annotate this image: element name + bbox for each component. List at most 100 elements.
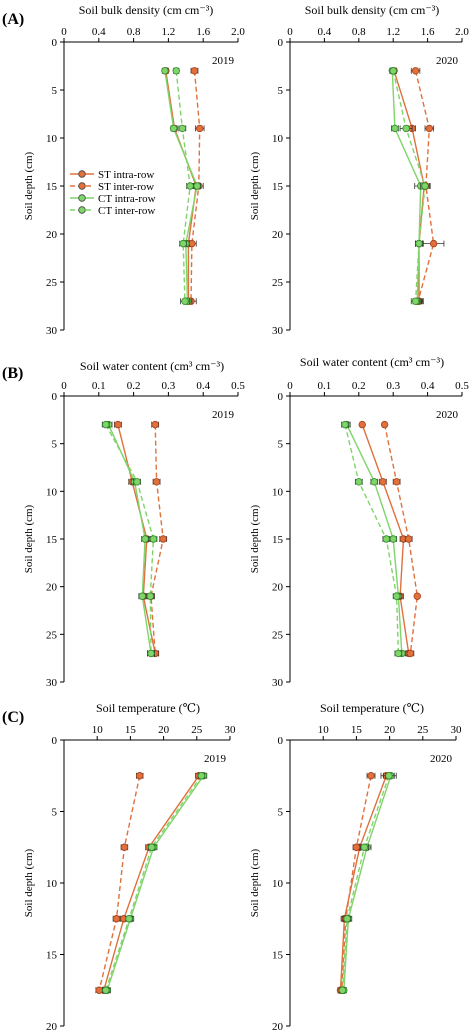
chart-B2019: (B) Soil water content (cm³ cm⁻³) 0 0.1 0.2 0… [2,359,245,689]
data-point [404,535,413,543]
y-tick-label: 25 [46,277,58,289]
y-tick-label: 10 [272,133,284,145]
data-point [152,478,161,486]
data-point [380,420,389,429]
data-point [161,67,169,75]
y-axis-label: Soil depth (cm) [23,504,35,573]
year-label: 2019 [204,753,227,765]
panel-label: (A) [2,11,24,28]
data-point [343,915,351,923]
series-line-st-intra-row [103,775,200,991]
data-point [389,67,397,75]
data-point [429,239,438,248]
data-point [133,478,141,486]
y-tick-label: 25 [272,629,284,641]
chart-title: Soil water content (cm³ cm⁻³) [80,359,224,373]
y-axis-label: Soil depth (cm) [249,848,261,917]
x-tick-label: 0 [287,26,293,38]
x-tick-label: 1.6 [421,26,435,38]
x-tick-label: 10 [318,724,330,736]
data-point [415,239,423,248]
x-tick-label: 0.8 [127,26,141,38]
y-tick-label: 0 [278,37,284,49]
x-tick-label: 0.1 [92,380,106,392]
data-point [149,535,158,543]
chart-title: Soil water content (cm³ cm⁻³) [300,355,444,369]
data-point [367,772,375,780]
x-tick-label: 25 [191,724,203,736]
data-point [391,124,399,133]
data-point [179,239,187,248]
y-tick-label: 5 [278,85,284,97]
x-tick-label: 0.8 [352,26,366,38]
x-tick-label: 2.0 [455,26,469,38]
x-tick-label: 0 [287,380,293,392]
x-tick-label: 0.4 [421,380,435,392]
y-tick-label: 15 [272,534,284,546]
data-point [197,772,206,780]
y-tick-label: 15 [46,181,58,193]
y-tick-label: 10 [46,486,58,498]
y-tick-label: 30 [46,325,58,337]
year-label: 2019 [212,55,235,67]
series-line-st-inter-row [341,775,372,991]
legend-marker [78,182,86,190]
data-point [406,649,415,658]
x-tick-label: 10 [92,724,104,736]
panel-label: (B) [2,365,23,382]
y-tick-label: 0 [52,391,58,403]
year-label: 2019 [212,409,235,421]
data-point [392,592,401,600]
data-point [138,592,146,600]
data-point [402,124,410,133]
y-tick-label: 20 [46,1021,58,1033]
chart-C2020: Soil temperature (℃) 10 15 20 25 30 0 5 10 15 20 So… [249,701,462,1033]
x-tick-label: 1.6 [196,26,210,38]
data-point [181,297,189,305]
x-tick-label: 0.4 [318,26,332,38]
x-tick-label: 0 [61,380,67,392]
data-point [159,535,167,543]
y-tick-label: 30 [46,677,58,689]
chart-B2020: Soil water content (cm³ cm⁻³) 0 0.1 0.2 0.3 0… [249,355,469,689]
data-point [172,67,180,75]
x-tick-label: 0.4 [196,380,210,392]
data-point [358,420,366,429]
y-tick-label: 15 [46,534,58,546]
x-tick-label: 0.3 [386,380,400,392]
x-tick-label: 0.4 [92,26,106,38]
data-point [178,124,187,133]
data-point [169,124,178,133]
data-point [360,843,369,851]
legend-label: ST inter-row [98,181,154,193]
y-tick-label: 5 [52,85,58,97]
data-point [196,124,204,133]
year-label: 2020 [430,753,453,765]
series-line-ct-intra-row [343,775,392,991]
y-tick-label: 5 [52,807,58,819]
y-tick-label: 15 [272,950,284,962]
series-line-ct-inter-row [392,70,426,302]
data-point [379,478,387,486]
x-tick-label: 20 [158,724,170,736]
y-tick-label: 20 [46,229,58,241]
data-point [95,986,103,994]
y-tick-label: 30 [272,325,284,337]
chart-A2019: (A) Soil bulk density (cm cm⁻³) 0 0.4 0.8 1.2… [2,3,245,337]
chart-C2019: (C) Soil temperature (℃) 10 15 20 25 30 0 5 10 15 2… [2,701,236,1033]
y-axis-label: Soil depth (cm) [23,848,35,917]
data-point [141,535,149,543]
legend-marker [78,170,86,178]
data-point [370,478,378,486]
legend-label: ST intra-row [98,169,154,181]
x-tick-label: 30 [225,724,237,736]
data-point [186,182,194,190]
y-tick-label: 0 [52,37,58,49]
y-axis-label: Soil depth (cm) [249,504,261,573]
data-point [135,772,144,780]
data-point [411,67,420,75]
data-point [352,843,361,851]
data-point [411,297,420,305]
x-tick-label: 0.2 [352,380,366,392]
legend-label: CT inter-row [98,205,155,217]
